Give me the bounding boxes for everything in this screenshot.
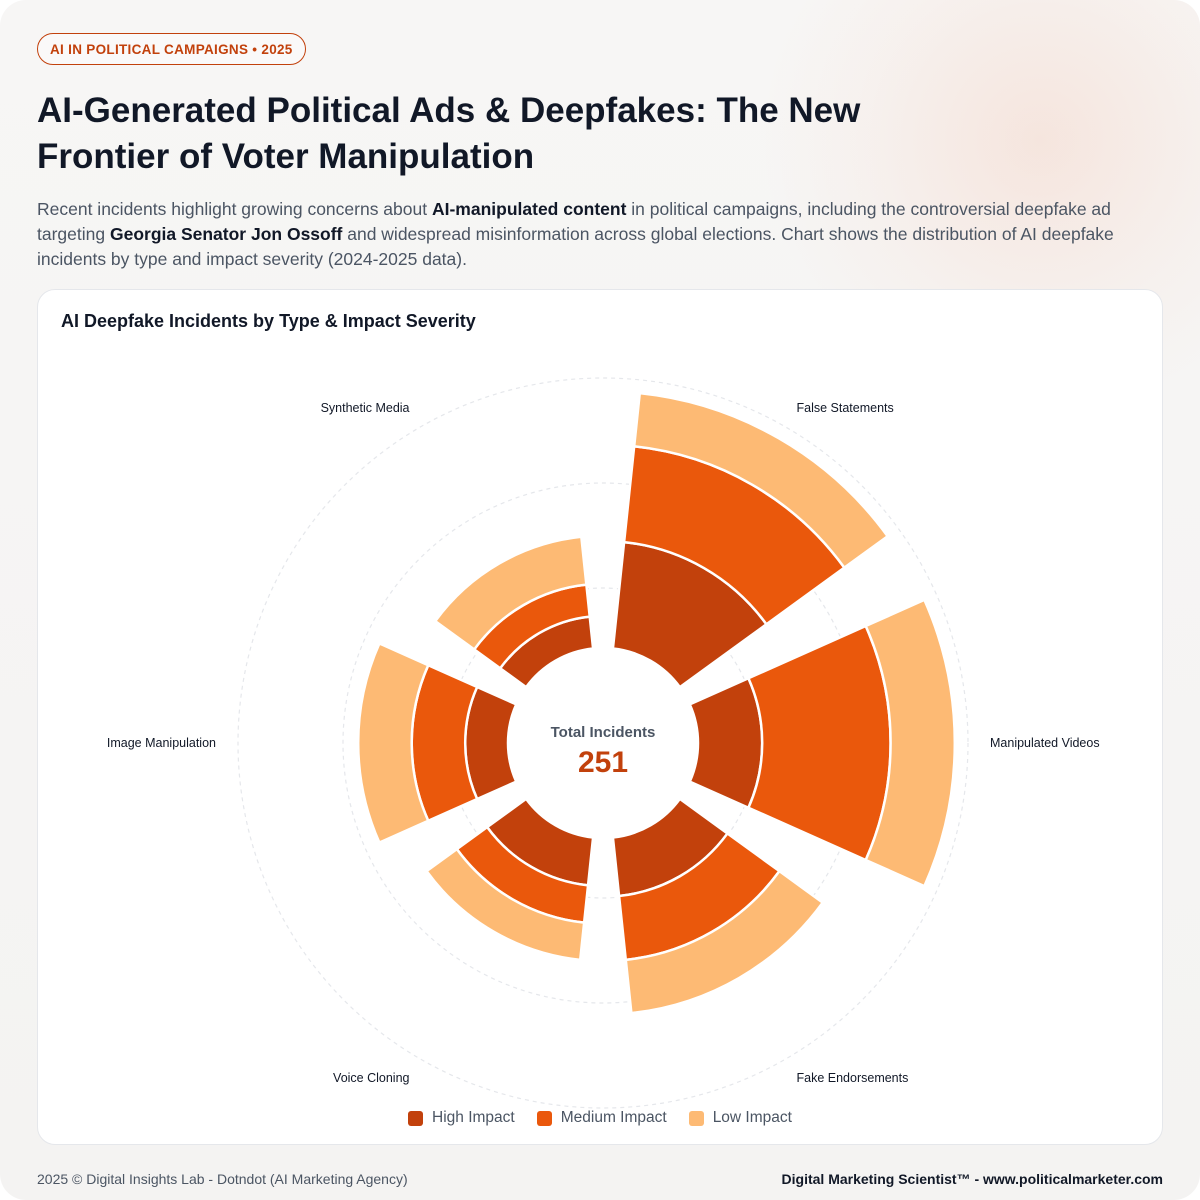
- category-badge: AI IN POLITICAL CAMPAIGNS • 2025: [37, 33, 306, 65]
- grid-circle: [237, 377, 969, 1109]
- chart-card: AI Deepfake Incidents by Type & Impact S…: [37, 289, 1163, 1145]
- polar-chart: False Statements Manipulated Videos Fake E…: [107, 377, 1100, 1109]
- legend-swatch: [688, 1110, 704, 1126]
- polar-segment[interactable]: [632, 391, 890, 570]
- footer-website: Digital Marketing Scientist™ - www.polit…: [781, 1171, 1163, 1187]
- subtitle-text-2: in political campaigns, including the co…: [37, 199, 1111, 244]
- chart-legend: High Impact Medium Impact Low Impact: [38, 1109, 1162, 1127]
- subtitle-text-3: and widespread misinformation across glo…: [37, 224, 1114, 269]
- category-label: Fake Endorsements: [797, 1071, 909, 1085]
- footer-copyright: 2025 © Digital Insights Lab - Dotndot (A…: [37, 1171, 408, 1187]
- polar-segment[interactable]: [463, 685, 518, 801]
- polar-segment[interactable]: [624, 869, 825, 1015]
- subtitle-text-1: Recent incidents highlight growing conce…: [37, 199, 432, 219]
- legend-item[interactable]: High Impact: [408, 1109, 515, 1127]
- category-label: Synthetic Media: [321, 401, 410, 415]
- polar-segment[interactable]: [356, 641, 430, 845]
- subtitle-emphasis-2: Georgia Senator Jon Ossoff: [109, 224, 343, 244]
- legend-label: High Impact: [432, 1109, 515, 1126]
- category-label: False Statements: [797, 401, 894, 415]
- page-subtitle: Recent incidents highlight growing conce…: [37, 197, 1147, 272]
- subtitle-emphasis-1: AI-manipulated content: [431, 199, 627, 219]
- center-label: Total Incidents: [551, 724, 656, 741]
- category-label: Manipulated Videos: [990, 736, 1100, 750]
- legend-swatch: [408, 1110, 424, 1126]
- legend-item[interactable]: Medium Impact: [536, 1109, 667, 1127]
- category-label: Image Manipulation: [107, 736, 216, 750]
- category-label: Voice Cloning: [333, 1071, 409, 1085]
- polar-segment[interactable]: [433, 535, 588, 652]
- center-total-value: 251: [578, 746, 628, 779]
- polar-segment[interactable]: [864, 598, 956, 888]
- legend-label: Low Impact: [712, 1109, 792, 1126]
- legend-label: Medium Impact: [560, 1109, 667, 1126]
- page-title: AI-Generated Political Ads & Deepfakes: …: [37, 91, 861, 176]
- polar-segment[interactable]: [424, 847, 586, 962]
- legend-item[interactable]: Low Impact: [688, 1109, 792, 1127]
- legend-swatch: [536, 1110, 552, 1126]
- polar-segment[interactable]: [688, 676, 764, 810]
- polar-segment[interactable]: [746, 624, 892, 862]
- chart-title: AI Deepfake Incidents by Type & Impact S…: [61, 311, 476, 331]
